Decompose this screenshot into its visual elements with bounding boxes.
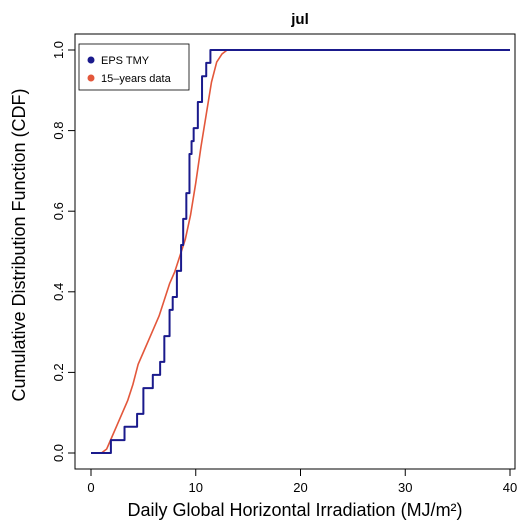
y-tick-label: 0.0 xyxy=(51,444,66,462)
legend: EPS TMY 15–years data xyxy=(78,43,190,91)
series-line-15-years-data xyxy=(91,49,510,454)
x-tick-label: 30 xyxy=(398,480,412,495)
y-tick-label: 0.2 xyxy=(51,363,66,381)
y-axis: 0.0 0.2 0.4 0.6 0.8 1.0 xyxy=(51,41,75,462)
series-layer xyxy=(91,49,510,454)
series-line-eps-tmy xyxy=(91,49,510,454)
legend-marker-15-years-data xyxy=(87,74,95,82)
y-tick-label: 0.6 xyxy=(51,202,66,220)
x-tick-label: 10 xyxy=(189,480,203,495)
chart-title: jul xyxy=(290,11,309,28)
legend-label-eps-tmy: EPS TMY xyxy=(101,55,150,67)
y-tick-label: 0.8 xyxy=(51,122,66,140)
x-axis: 0 10 20 30 40 xyxy=(87,469,517,495)
x-axis-label: Daily Global Horizontal Irradiation (MJ/… xyxy=(127,500,462,520)
x-tick-label: 40 xyxy=(503,480,517,495)
plot-frame xyxy=(74,33,516,470)
legend-marker-eps-tmy xyxy=(87,56,95,64)
y-axis-label: Cumulative Distribution Function (CDF) xyxy=(9,88,29,401)
legend-label-15-years-data: 15–years data xyxy=(101,73,172,85)
x-tick-label: 20 xyxy=(293,480,307,495)
y-tick-label: 0.4 xyxy=(51,283,66,301)
x-tick-label: 0 xyxy=(87,480,94,495)
y-tick-label: 1.0 xyxy=(51,41,66,59)
legend-box xyxy=(78,43,190,91)
